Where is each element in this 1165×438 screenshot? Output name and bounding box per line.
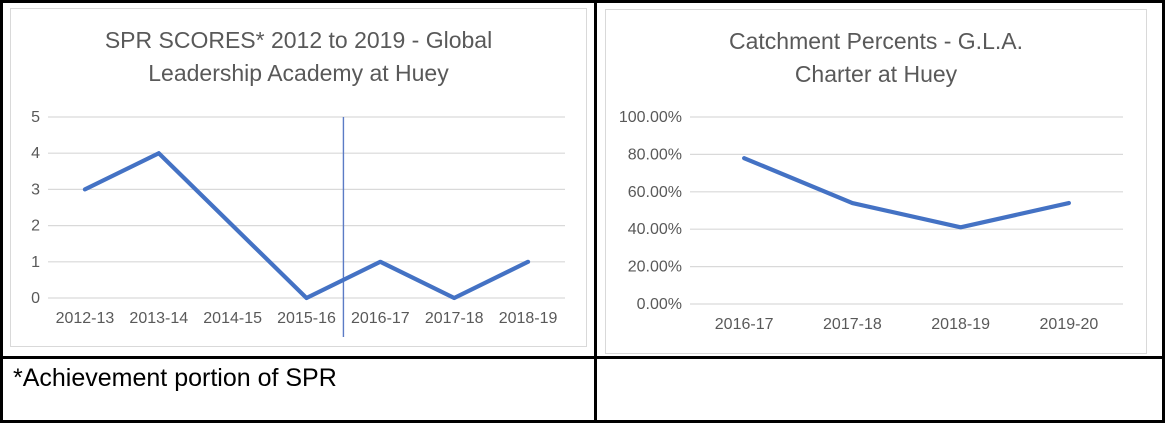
- x-tick-label: 2017-18: [425, 310, 484, 327]
- footnote-cell: *Achievement portion of SPR: [3, 359, 597, 420]
- series-line: [82, 151, 531, 301]
- footnote-text: *Achievement portion of SPR: [13, 364, 337, 392]
- spr-chart-title-line1: SPR SCORES* 2012 to 2019 - Global: [104, 27, 493, 53]
- empty-cell: [597, 359, 1162, 420]
- spr-chart: SPR SCORES* 2012 to 2019 - Global Leader…: [10, 8, 587, 347]
- y-tick-label: 5: [31, 109, 40, 126]
- y-tick-label: 0: [31, 290, 40, 307]
- x-tick-label: 2015-16: [277, 310, 336, 327]
- x-tick-label: 2018-19: [931, 316, 990, 333]
- y-tick-label: 100.00%: [619, 109, 682, 126]
- x-tick-label: 2017-18: [823, 316, 882, 333]
- catchment-chart: Catchment Percents - G.L.A. Charter at H…: [605, 9, 1147, 354]
- x-tick-label: 2018-19: [499, 310, 558, 327]
- catchment-chart-title: Catchment Percents - G.L.A. Charter at H…: [606, 10, 1146, 92]
- x-tick-label: 2014-15: [203, 310, 262, 327]
- spr-chart-title-line2: Leadership Academy at Huey: [148, 60, 449, 86]
- y-tick-label: 2: [31, 218, 40, 235]
- x-tick-label: 2019-20: [1040, 316, 1099, 333]
- spr-chart-title: SPR SCORES* 2012 to 2019 - Global Leader…: [11, 9, 586, 91]
- y-tick-label: 0.00%: [637, 296, 682, 313]
- y-tick-label: 40.00%: [628, 221, 682, 238]
- catchment-chart-plot: 0.00% 20.00% 40.00% 60.00% 80.00% 100.00% 2016…: [619, 109, 1123, 333]
- spr-chart-cell: SPR SCORES* 2012 to 2019 - Global Leader…: [3, 3, 597, 359]
- catchment-chart-title-line2: Charter at Huey: [794, 61, 958, 87]
- results-table: SPR SCORES* 2012 to 2019 - Global Leader…: [0, 0, 1165, 423]
- y-tick-label: 60.00%: [628, 184, 682, 201]
- y-tick-label: 80.00%: [628, 146, 682, 163]
- y-tick-label: 4: [31, 145, 40, 162]
- y-tick-label: 20.00%: [628, 259, 682, 276]
- x-tick-label: 2012-13: [56, 310, 115, 327]
- x-tick-label: 2016-17: [351, 310, 410, 327]
- y-tick-label: 1: [31, 254, 40, 271]
- y-tick-label: 3: [31, 181, 40, 198]
- spr-chart-plot: 0 1 2 3 4 5 2012-13 2013-14 2014-15 2015-16 2016-1…: [31, 109, 565, 337]
- catchment-chart-title-line1: Catchment Percents - G.L.A.: [728, 28, 1023, 54]
- catchment-chart-cell: Catchment Percents - G.L.A. Charter at H…: [597, 3, 1162, 359]
- x-tick-label: 2016-17: [715, 316, 774, 333]
- x-tick-label: 2013-14: [129, 310, 188, 327]
- series-line: [742, 156, 1071, 230]
